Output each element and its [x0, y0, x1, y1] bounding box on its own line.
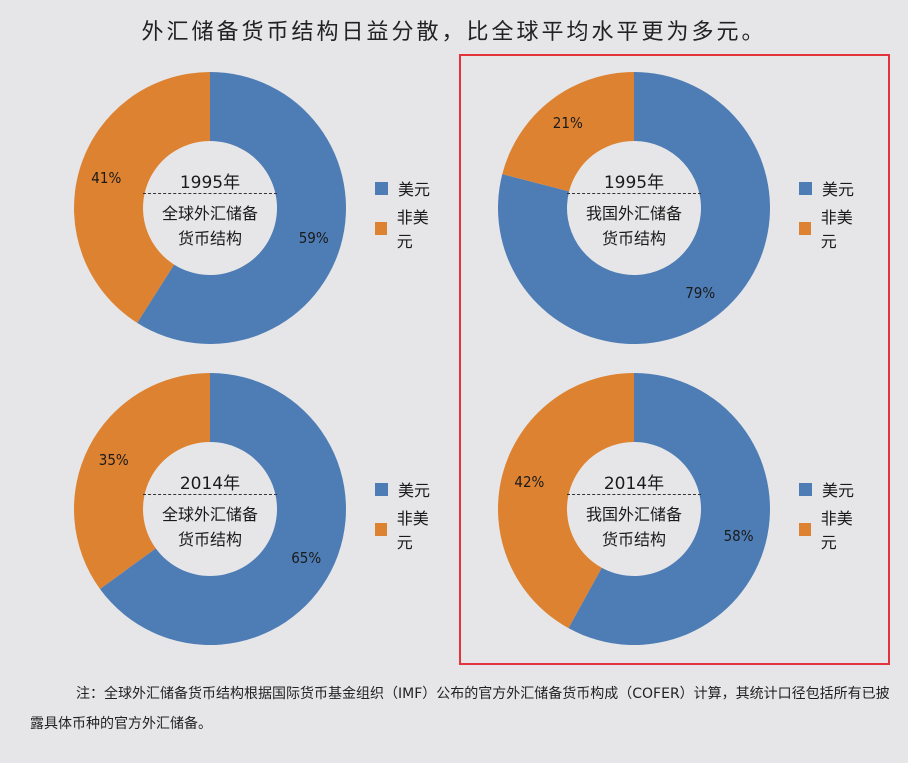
legend-text: 非美元	[821, 204, 864, 252]
center-label-line: 货币结构	[564, 527, 704, 552]
center-year: 1995年	[564, 168, 704, 193]
legend: 美元非美元	[799, 178, 864, 258]
center-label: 我国外汇储备 货币结构	[564, 502, 704, 552]
center-year: 1995年	[140, 168, 280, 193]
center-label-line: 全球外汇储备	[140, 201, 280, 226]
slice-label-usd: 59%	[299, 229, 329, 247]
legend-swatch	[375, 523, 387, 536]
legend-text: 美元	[822, 477, 854, 501]
slice-label-usd: 65%	[291, 549, 321, 567]
slice-label-non-usd: 41%	[91, 169, 121, 187]
slice-label-usd: 58%	[724, 527, 754, 545]
center-year: 2014年	[140, 469, 280, 494]
legend-item: 非美元	[799, 218, 864, 238]
donut-chart: 58% 42% 2014年我国外汇储备 货币结构 美元非美元	[424, 361, 864, 661]
legend: 美元非美元	[799, 479, 864, 559]
page-title: 外汇储备货币结构日益分散，比全球平均水平更为多元。	[0, 14, 908, 46]
center-label-line: 货币结构	[140, 226, 280, 251]
legend-item: 美元	[799, 479, 864, 499]
center-label: 我国外汇储备 货币结构	[564, 201, 704, 251]
slice-label-usd: 79%	[685, 284, 715, 302]
legend-swatch	[375, 182, 388, 195]
slice-label-non-usd: 35%	[99, 451, 129, 469]
legend-text: 美元	[822, 176, 854, 200]
center-label: 全球外汇储备 货币结构	[140, 502, 280, 552]
center-label-line: 货币结构	[564, 226, 704, 251]
legend-swatch	[799, 182, 812, 195]
center-divider	[567, 193, 701, 194]
legend-text: 非美元	[821, 505, 864, 553]
center-divider	[567, 494, 701, 495]
legend-swatch	[375, 483, 388, 496]
footnote: 注：全球外汇储备货币结构根据国际货币基金组织（IMF）公布的官方外汇储备货币构成…	[30, 679, 890, 739]
center-label-line: 货币结构	[140, 527, 280, 552]
center-label-line: 我国外汇储备	[564, 502, 704, 527]
donut-chart: 65% 35% 2014年 全球外汇储备 货币结构 美元 非美元	[0, 361, 440, 661]
donut-chart: 79% 21% 1995年我国外汇储备 货币结构 美元非美元	[424, 60, 864, 360]
center-divider	[143, 193, 277, 194]
donut-chart: 59% 41% 1995年 全球外汇储备 货币结构 美元 非美元	[0, 60, 440, 360]
center-year: 2014年	[564, 469, 704, 494]
center-label-line: 我国外汇储备	[564, 201, 704, 226]
slice-label-non-usd: 42%	[514, 473, 544, 491]
center-divider	[143, 494, 277, 495]
center-label: 全球外汇储备 货币结构	[140, 201, 280, 251]
legend-swatch	[799, 523, 811, 536]
legend-swatch	[375, 222, 387, 235]
legend-swatch	[799, 483, 812, 496]
legend-item: 非美元	[799, 519, 864, 539]
legend-item: 美元	[799, 178, 864, 198]
slice-label-non-usd: 21%	[553, 114, 583, 132]
center-label-line: 全球外汇储备	[140, 502, 280, 527]
legend-swatch	[799, 222, 811, 235]
